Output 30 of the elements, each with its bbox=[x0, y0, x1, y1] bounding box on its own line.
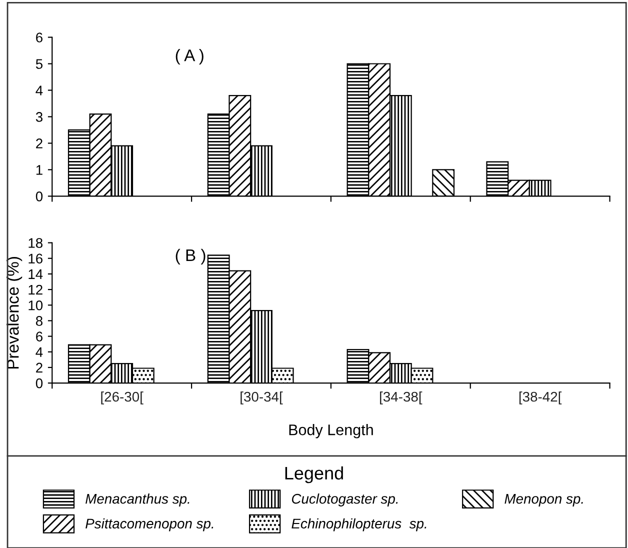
y-tick-label: 4 bbox=[36, 347, 43, 357]
x-tick-label: [38-42[ bbox=[519, 391, 562, 404]
x-tick-label: [34-38[ bbox=[380, 391, 422, 404]
legend-label: Psittacomenopon sp. bbox=[86, 518, 214, 532]
y-tick-label: 6 bbox=[36, 32, 42, 42]
x-axis-title: Body Length bbox=[289, 424, 373, 438]
y-tick-label: 0 bbox=[36, 192, 43, 202]
y-tick-label: 10 bbox=[28, 300, 43, 310]
legend-title: Legend bbox=[285, 466, 343, 484]
y-tick-label: 3 bbox=[36, 112, 42, 122]
x-tick-label: [30-34[ bbox=[240, 391, 283, 404]
y-tick-label: 2 bbox=[36, 362, 42, 372]
annotation: ( B ) bbox=[176, 248, 206, 264]
legend-label: Cuclotogaster sp. bbox=[292, 494, 398, 506]
y-tick-label: 4 bbox=[36, 86, 43, 96]
y-tick-label: 12 bbox=[28, 284, 42, 295]
y-tick-label: 1 bbox=[36, 165, 42, 175]
annotation: ( A ) bbox=[176, 49, 204, 65]
y-tick-label: 5 bbox=[36, 59, 43, 69]
y-tick-label: 14 bbox=[28, 269, 43, 279]
x-tick-label: [26-30[ bbox=[101, 391, 144, 404]
y-tick-label: 8 bbox=[36, 316, 42, 326]
legend-label: Echinophilopterus sp. bbox=[292, 518, 426, 532]
y-tick-label: 6 bbox=[36, 332, 42, 342]
y-tick-label: 2 bbox=[36, 138, 42, 148]
y-tick-label: 0 bbox=[36, 378, 43, 388]
y-tick-label: 18 bbox=[28, 238, 42, 248]
legend-label: Menopon sp. bbox=[504, 494, 583, 506]
legend-label: Menacanthus sp. bbox=[86, 494, 190, 506]
y-tick-label: 16 bbox=[28, 254, 42, 264]
